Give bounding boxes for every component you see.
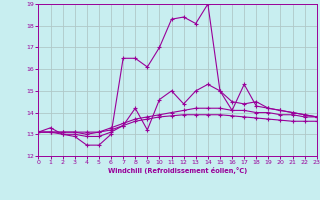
X-axis label: Windchill (Refroidissement éolien,°C): Windchill (Refroidissement éolien,°C) [108, 167, 247, 174]
